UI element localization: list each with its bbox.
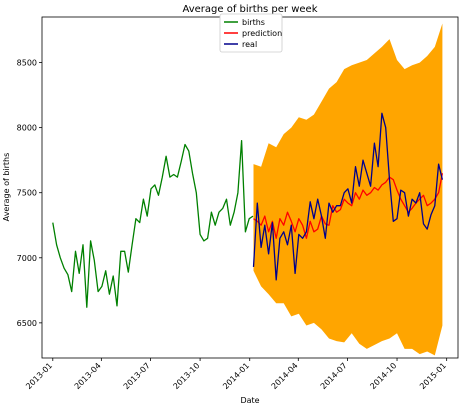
legend-label-prediction: prediction — [242, 29, 282, 38]
y-axis: 6500 7000 7500 8000 8500 — [17, 59, 42, 328]
legend-frame — [219, 13, 283, 53]
series-line-real — [252, 112, 444, 281]
x-tick-label: 2014-07 — [319, 361, 349, 391]
legend: births prediction real — [219, 13, 283, 53]
x-tick-label: 2013-10 — [171, 361, 201, 391]
series-line-prediction — [253, 173, 444, 239]
x-tick-label: 2015-01 — [418, 361, 448, 391]
x-tick-label: 2013-04 — [73, 361, 103, 391]
series-line-births — [52, 139, 254, 308]
series-layer — [52, 112, 444, 308]
x-tick-label: 2014-10 — [368, 361, 398, 391]
x-axis-title: Date — [240, 396, 259, 405]
x-tick-label: 2013-01 — [24, 361, 54, 391]
legend-label-births: births — [242, 18, 265, 27]
y-tick-label: 8500 — [17, 59, 37, 68]
plot-area — [41, 16, 459, 359]
x-tick-label: 2014-04 — [270, 361, 300, 391]
y-axis-title: Average of births — [2, 153, 11, 222]
x-axis: 2013-01 2013-04 2013-07 2013-10 2014-01 2014-… — [24, 358, 448, 391]
chart-title: Average of births per week — [182, 4, 317, 15]
legend-label-real: real — [242, 40, 257, 49]
x-tick-label: 2013-07 — [122, 361, 152, 391]
y-tick-label: 7500 — [17, 189, 37, 198]
y-tick-label: 8000 — [17, 124, 37, 133]
y-tick-label: 6500 — [17, 319, 37, 328]
x-tick-label: 2014-01 — [221, 361, 251, 391]
y-tick-label: 7000 — [17, 254, 37, 263]
